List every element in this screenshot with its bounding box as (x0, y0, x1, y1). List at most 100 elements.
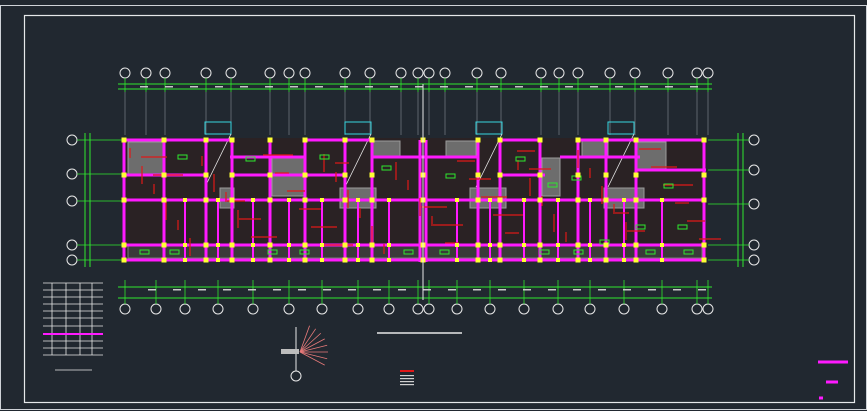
column (216, 198, 220, 202)
column (356, 198, 360, 202)
column (161, 137, 167, 143)
column (660, 198, 664, 202)
column (575, 137, 581, 143)
column (488, 198, 492, 202)
dim-text (365, 86, 373, 88)
column (229, 257, 235, 263)
dim-text (540, 86, 548, 88)
column (387, 243, 391, 247)
dim-text (223, 289, 231, 291)
column (633, 242, 639, 248)
column (302, 137, 308, 143)
column (588, 258, 592, 262)
dim-text (515, 86, 523, 88)
dim-text (598, 289, 606, 291)
window (403, 249, 414, 255)
column (267, 242, 273, 248)
column (342, 137, 348, 143)
dim-text (698, 289, 706, 291)
column (161, 172, 167, 178)
stair-symbol (281, 349, 299, 354)
column (121, 257, 127, 263)
dim-text (390, 86, 398, 88)
window (381, 165, 392, 171)
column (121, 172, 127, 178)
dim-text (323, 289, 331, 291)
window (635, 224, 646, 230)
hatched-area (581, 140, 609, 158)
column (497, 257, 503, 263)
dim-text (590, 86, 598, 88)
stair-fan (299, 328, 316, 353)
hatched-area (127, 141, 165, 175)
column (203, 197, 209, 203)
column (183, 243, 187, 247)
window (267, 249, 278, 255)
column (216, 258, 220, 262)
dim-text (465, 86, 473, 88)
column (701, 257, 707, 263)
column (302, 242, 308, 248)
dim-text (265, 86, 273, 88)
column (603, 172, 609, 178)
column (488, 243, 492, 247)
column (287, 258, 291, 262)
column (121, 242, 127, 248)
window (547, 182, 558, 188)
dim-text (490, 86, 498, 88)
column (342, 197, 348, 203)
stair-fan (299, 344, 328, 353)
column (229, 197, 235, 203)
window (139, 249, 150, 255)
column (216, 243, 220, 247)
column (203, 137, 209, 143)
column (603, 242, 609, 248)
dim-text (640, 86, 648, 88)
column (633, 257, 639, 263)
dim-text (348, 289, 356, 291)
column (497, 242, 503, 248)
hatched-area (635, 141, 667, 171)
window (677, 224, 688, 230)
column (475, 257, 481, 263)
dim-text (440, 86, 448, 88)
dim-text (448, 289, 456, 291)
dim-text (665, 86, 673, 88)
column (369, 242, 375, 248)
column (633, 197, 639, 203)
note-text (400, 378, 414, 380)
column (342, 257, 348, 263)
window (645, 249, 656, 255)
dim-text (198, 289, 206, 291)
column (556, 198, 560, 202)
column (633, 137, 639, 143)
column (603, 257, 609, 263)
column (229, 172, 235, 178)
dim-text (473, 289, 481, 291)
dim-text (290, 86, 298, 88)
column (302, 257, 308, 263)
column (267, 197, 273, 203)
hatched-area (445, 140, 477, 158)
dim-text (648, 289, 656, 291)
column (556, 243, 560, 247)
column (203, 242, 209, 248)
column (161, 242, 167, 248)
stair-line (204, 133, 232, 188)
column (588, 198, 592, 202)
column (701, 242, 707, 248)
window (683, 249, 694, 255)
column (701, 137, 707, 143)
column (229, 242, 235, 248)
dim-text (548, 289, 556, 291)
column (701, 197, 707, 203)
window (169, 249, 180, 255)
column (267, 172, 273, 178)
dim-text (190, 86, 198, 88)
inner-frame (23, 14, 856, 404)
column (575, 197, 581, 203)
stair-fan (299, 332, 322, 353)
dim-text (615, 86, 623, 88)
dim-text (565, 86, 573, 88)
